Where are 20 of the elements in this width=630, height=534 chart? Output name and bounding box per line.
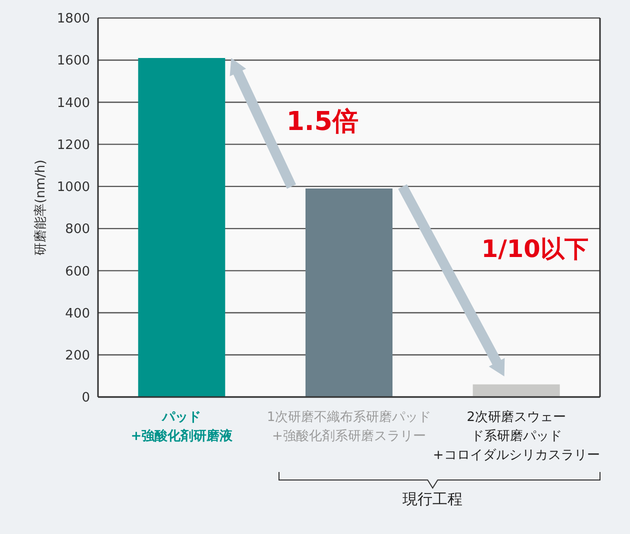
bar — [305, 188, 392, 397]
x-tick-label: パッド+強酸化剤研磨液 — [130, 410, 234, 444]
y-tick-label: 1200 — [56, 138, 90, 153]
y-tick-label: 1400 — [56, 96, 90, 111]
y-tick-label: 800 — [65, 222, 90, 238]
x-tick-label: 2次研磨スウェード系研磨パッド+コロイダルシリカスラリー — [432, 410, 600, 463]
y-tick-label: 400 — [65, 306, 90, 322]
y-tick-label: 1800 — [56, 12, 90, 27]
y-tick-label: 1000 — [56, 180, 90, 196]
bar — [472, 384, 560, 397]
x-tick-label: 1次研磨不織布系研磨パッド+強酸化剤系研磨スラリー — [266, 410, 432, 444]
y-tick-label: 600 — [65, 264, 90, 280]
annotation: 1/10以下 — [481, 234, 588, 266]
y-tick-label: 1600 — [56, 54, 90, 69]
bar — [138, 58, 226, 397]
y-tick-label: 0 — [82, 390, 90, 406]
annotation: 1.5倍 — [286, 106, 358, 140]
text: 現行工程 — [402, 490, 464, 509]
y-tick-label: 200 — [65, 348, 90, 364]
y-axis-title: 研磨能率(nm/h) — [32, 160, 49, 256]
